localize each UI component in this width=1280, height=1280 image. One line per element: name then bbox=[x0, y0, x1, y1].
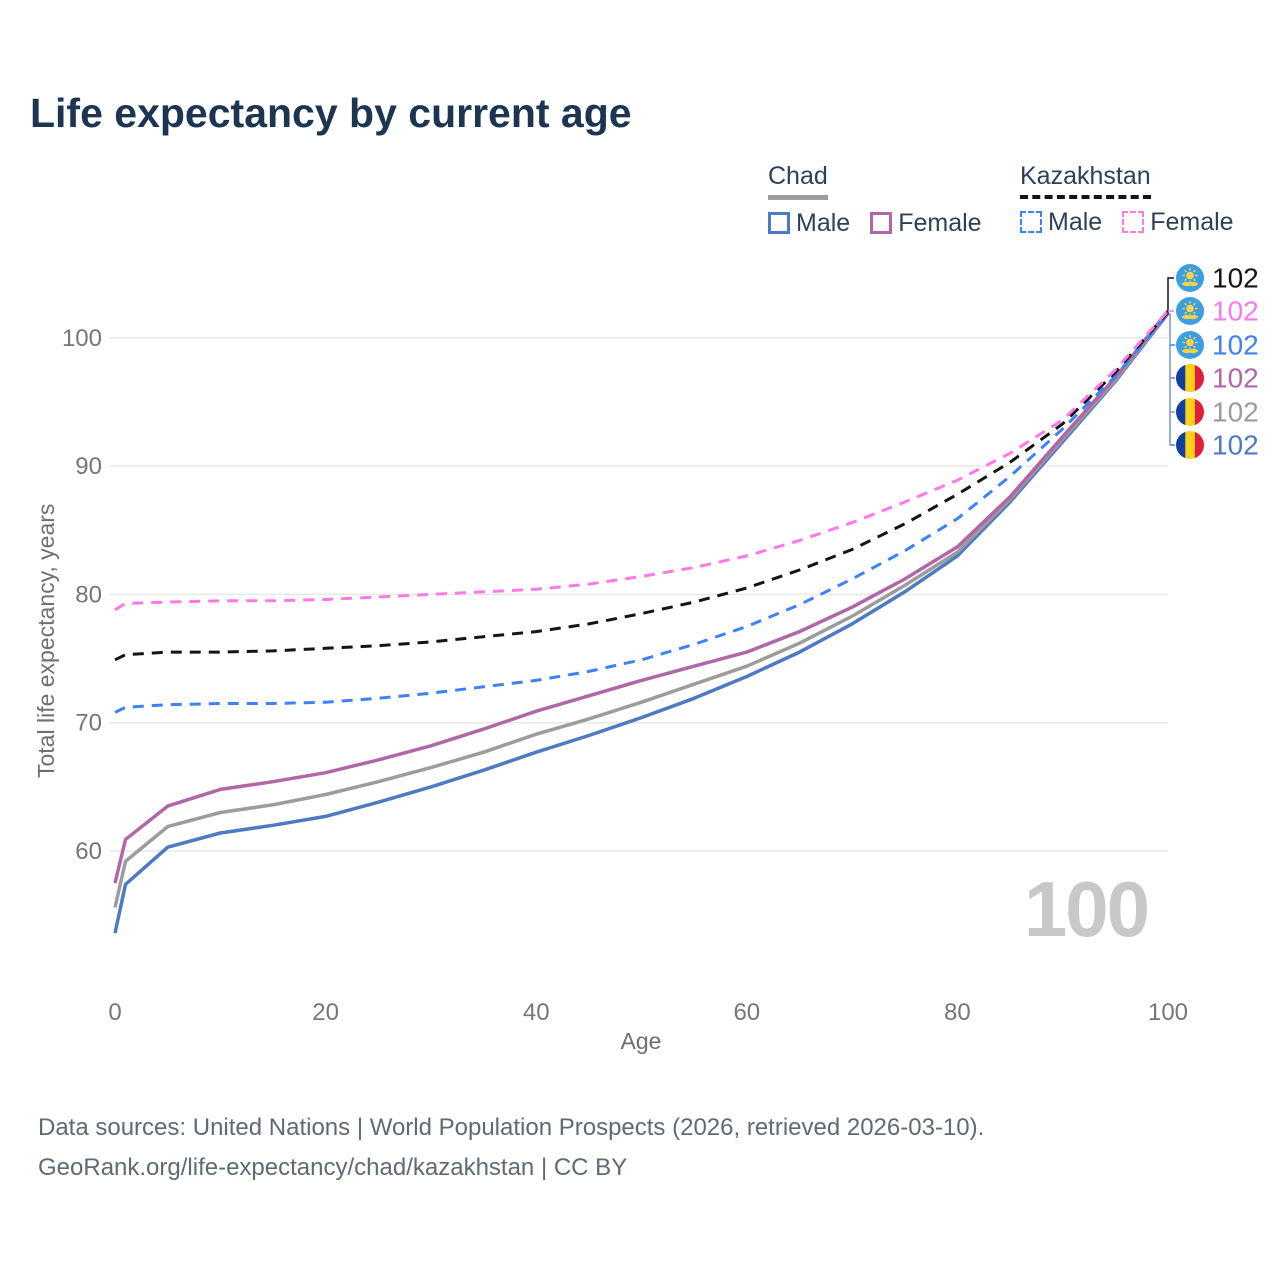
chad-female-swatch-icon bbox=[870, 212, 893, 234]
series-line-chad-all bbox=[113, 311, 1170, 908]
leader-line bbox=[1167, 277, 1174, 313]
age-counter-watermark: 100 bbox=[1023, 865, 1150, 953]
legend-item-kazakhstan-male[interactable]: Male bbox=[1020, 208, 1102, 237]
end-label-chad-all: 102 bbox=[1176, 397, 1259, 428]
legend-item-label: Female bbox=[1150, 207, 1234, 236]
legend-group-kazakhstan: Kazakhstan Male Female bbox=[1020, 162, 1234, 237]
x-tick-label: 80 bbox=[944, 999, 971, 1026]
chad-flag-icon bbox=[1176, 364, 1186, 392]
chad-flag-icon bbox=[1176, 398, 1186, 426]
legend-item-label: Male bbox=[1048, 207, 1103, 236]
sun-ray bbox=[1193, 336, 1196, 340]
legend-item-kazakhstan-female[interactable]: Female bbox=[1122, 207, 1234, 237]
sun bbox=[1186, 271, 1194, 280]
end-label-value: 102 bbox=[1212, 397, 1259, 428]
series-line-kazakhstan-female bbox=[114, 309, 1170, 612]
series-line-chad-male bbox=[113, 312, 1170, 934]
end-label-kazakhstan-female: 102 bbox=[1176, 296, 1259, 327]
series-line-kazakhstan-all bbox=[114, 311, 1170, 662]
end-label-kazakhstan-male: 102 bbox=[1176, 330, 1259, 361]
legend-header-chad[interactable]: Chad bbox=[768, 162, 828, 200]
sun-ray bbox=[1193, 311, 1196, 315]
chad-flag-icon bbox=[1176, 431, 1186, 459]
eagle bbox=[1181, 281, 1199, 287]
legend-items-chad: Male Female bbox=[768, 209, 982, 238]
legend-item-label: Female bbox=[898, 208, 982, 237]
footer-data-sources: Data sources: United Nations | World Pop… bbox=[38, 1114, 985, 1141]
sun-ray bbox=[1184, 311, 1187, 315]
sun bbox=[1186, 338, 1194, 347]
series-line-chad-female bbox=[113, 309, 1170, 884]
legend-items-kazakhstan: Male Female bbox=[1020, 208, 1234, 237]
sun-ray bbox=[1193, 269, 1196, 273]
series-line-kazakhstan-male bbox=[114, 312, 1170, 714]
y-axis-title: Total life expectancy, years bbox=[33, 503, 59, 778]
sun-ray bbox=[1193, 302, 1196, 306]
y-tick-label: 70 bbox=[75, 710, 102, 737]
end-label-value: 102 bbox=[1212, 330, 1259, 361]
end-label-value: 102 bbox=[1212, 296, 1259, 327]
chad-male-swatch-icon bbox=[768, 212, 790, 234]
legend-group-chad: Chad Male Female bbox=[768, 162, 982, 238]
eagle bbox=[1181, 314, 1199, 320]
end-label-chad-male: 102 bbox=[1176, 430, 1259, 461]
legend-item-label: Male bbox=[796, 208, 851, 237]
y-tick-label: 60 bbox=[75, 838, 102, 865]
legend-header-kazakhstan[interactable]: Kazakhstan bbox=[1020, 162, 1151, 199]
end-label-value: 102 bbox=[1212, 430, 1259, 461]
y-tick-label: 100 bbox=[62, 325, 102, 352]
sun-ray bbox=[1184, 302, 1187, 306]
eagle bbox=[1181, 348, 1199, 354]
sun bbox=[1186, 304, 1194, 313]
end-label-value: 102 bbox=[1212, 363, 1259, 394]
footer-attribution: GeoRank.org/life-expectancy/chad/kazakhs… bbox=[38, 1154, 628, 1181]
sun-ray bbox=[1193, 345, 1196, 349]
sun-ray bbox=[1184, 269, 1187, 273]
end-label-chad-female: 102 bbox=[1176, 363, 1259, 394]
end-label-value: 102 bbox=[1212, 263, 1259, 294]
y-tick-label: 90 bbox=[75, 453, 102, 480]
x-tick-label: 100 bbox=[1148, 999, 1188, 1026]
x-tick-label: 20 bbox=[312, 999, 339, 1026]
x-tick-label: 0 bbox=[108, 999, 121, 1026]
y-tick-label: 80 bbox=[75, 581, 102, 608]
page-title: Life expectancy by current age bbox=[30, 90, 632, 136]
sun-ray bbox=[1193, 278, 1196, 282]
legend-item-chad-male[interactable]: Male bbox=[768, 209, 850, 238]
sun-ray bbox=[1184, 278, 1187, 282]
legend-item-chad-female[interactable]: Female bbox=[870, 208, 982, 238]
kazakhstan-male-swatch-icon bbox=[1020, 211, 1042, 233]
x-tick-label: 60 bbox=[733, 999, 760, 1026]
x-axis-title: Age bbox=[620, 1028, 662, 1054]
kazakhstan-female-swatch-icon bbox=[1122, 211, 1145, 233]
sun-ray bbox=[1184, 345, 1187, 349]
end-label-kazakhstan-all: 102 bbox=[1176, 263, 1259, 294]
sun-ray bbox=[1184, 336, 1187, 340]
x-tick-label: 40 bbox=[523, 999, 550, 1026]
footer: Data sources: United Nations | World Pop… bbox=[38, 1108, 984, 1188]
